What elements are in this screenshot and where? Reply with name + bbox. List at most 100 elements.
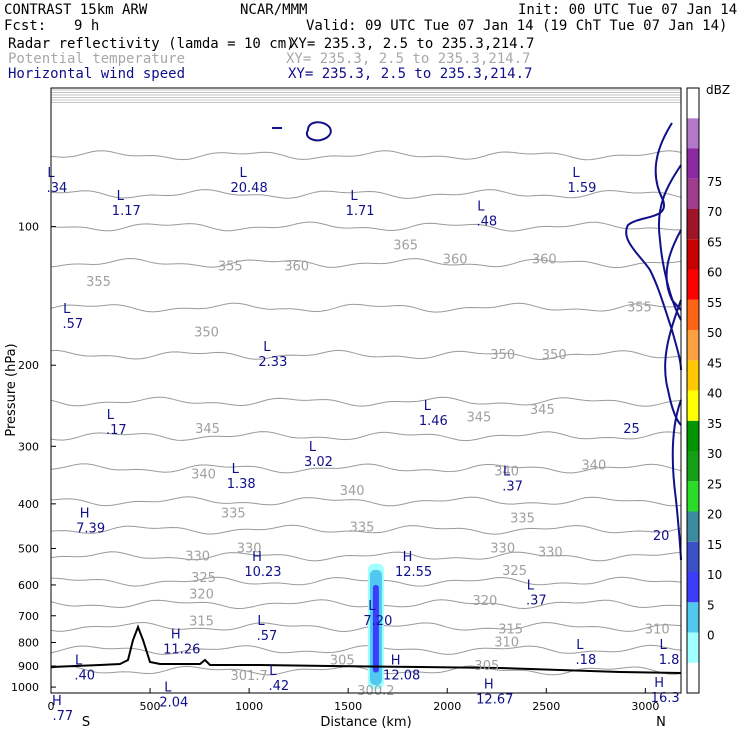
colorbar-label: 35 — [707, 417, 722, 431]
extremum-value: .37 — [526, 593, 547, 608]
colorbar-swatch — [687, 299, 699, 330]
extremum-type: L — [164, 681, 172, 696]
y-tick-label: 100 — [18, 221, 39, 234]
colorbar-frame — [686, 87, 700, 694]
extremum-value: 1.17 — [112, 204, 141, 219]
extremum-type: L — [269, 664, 277, 679]
extremum-type: H — [52, 694, 62, 709]
wind-contour — [671, 399, 682, 561]
theta-contour — [50, 302, 682, 313]
extremum-type: H — [252, 550, 262, 565]
y-tick-label: 500 — [18, 542, 39, 555]
theta-contour — [50, 621, 682, 633]
theta-label: 301.7 — [231, 669, 268, 684]
theta-label: 300.2 — [357, 684, 394, 699]
theta-label: 320 — [472, 594, 497, 609]
extremum-value: 1.59 — [567, 181, 596, 196]
colorbar-swatch — [687, 481, 699, 512]
colorbar-swatch — [687, 420, 699, 451]
theta-label: 310 — [494, 635, 519, 650]
theta-contour — [50, 189, 682, 199]
extremum-type: L — [368, 599, 376, 614]
center-name: NCAR/MMM — [240, 2, 308, 18]
theta-label: 350 — [542, 348, 567, 363]
colorbar-swatch — [687, 360, 699, 391]
theta-contour — [50, 221, 682, 232]
extremum-value: 11.26 — [163, 643, 200, 658]
extremum-value: .57 — [62, 317, 83, 332]
extremum-value: .77 — [53, 709, 74, 724]
extremum-type: L — [503, 465, 511, 480]
extremum-value: .42 — [268, 679, 289, 694]
extremum-value: 12.67 — [476, 693, 513, 708]
extremum-type: L — [239, 166, 247, 181]
terrain-profile — [50, 624, 682, 674]
extremum-value: .48 — [477, 215, 498, 230]
extremum-type: L — [309, 440, 317, 455]
extremum-type: L — [75, 654, 83, 669]
theta-label: 365 — [393, 239, 418, 254]
colorbar-swatch — [687, 269, 699, 300]
theta-label: 340 — [494, 464, 519, 479]
field-wind-xy: XY= 235.3, 2.5 to 235.3,214.7 — [288, 66, 533, 82]
theta-label: 360 — [443, 253, 468, 268]
reflectivity-column — [367, 563, 384, 690]
extremum-type: L — [117, 189, 125, 204]
reflectivity-15dbz — [372, 584, 379, 673]
theta-contour — [50, 463, 682, 474]
colorbar-label: 75 — [707, 175, 722, 189]
colorbar-label: 30 — [707, 447, 722, 461]
theta-contour — [50, 496, 682, 507]
extremum-value: 20.48 — [231, 181, 268, 196]
extremum-value: .37 — [502, 480, 523, 495]
theta-label: 315 — [189, 614, 214, 629]
wind-label: 20 — [653, 529, 670, 544]
valid-time: Valid: 09 UTC Tue 07 Jan 14 (19 ChT Tue … — [306, 18, 728, 34]
wind-contour — [665, 229, 682, 311]
theta-contour — [50, 576, 682, 587]
extremum-value: 1.46 — [419, 414, 448, 429]
theta-label: 355 — [86, 275, 111, 290]
field-wind-name: Horizontal wind speed — [8, 66, 186, 82]
theta-label: 335 — [510, 511, 535, 526]
theta-contour — [50, 524, 682, 535]
theta-label: 330 — [185, 549, 210, 564]
x-axis-left-label: S — [82, 715, 90, 730]
y-tick-label: 1000 — [11, 681, 39, 694]
colorbar-label: 70 — [707, 205, 722, 219]
extremum-value: 12.55 — [395, 565, 432, 580]
extremum-type: H — [171, 628, 181, 643]
colorbar-label: 40 — [707, 387, 722, 401]
extremum-type: L — [350, 189, 358, 204]
init-time: Init: 00 UTC Tue 07 Jan 14 — [518, 2, 738, 18]
colorbar-label: 55 — [707, 296, 722, 310]
theta-label: 345 — [195, 422, 220, 437]
y-tick-label: 700 — [18, 610, 39, 623]
colorbar-swatch — [687, 390, 699, 421]
theta-contour — [50, 257, 682, 269]
extremum-type: L — [527, 578, 535, 593]
theta-label: 330 — [237, 541, 262, 556]
theta-label: 360 — [284, 259, 309, 274]
x-tick-label: 2500 — [532, 700, 560, 713]
extremum-type: L — [659, 638, 667, 653]
y-tick-label: 600 — [18, 579, 39, 592]
theta-label: 315 — [498, 623, 523, 638]
model-title: CONTRAST 15km ARW — [4, 2, 148, 18]
extremum-value: 12.08 — [383, 669, 420, 684]
extremum-value: .34 — [47, 181, 68, 196]
colorbar-label: 65 — [707, 235, 722, 249]
forecast-label: Fcst: — [4, 18, 47, 34]
theta-label: 345 — [467, 411, 492, 426]
x-axis-label: Distance (km) — [320, 715, 411, 730]
terrain-line — [50, 624, 682, 674]
extremum-value: 3.02 — [304, 455, 333, 470]
x-tick-label: 1000 — [235, 700, 263, 713]
extremum-value: .17 — [106, 423, 127, 438]
theta-contour — [50, 599, 682, 610]
x-tick-label: 500 — [140, 700, 161, 713]
extremum-type: L — [257, 614, 265, 629]
extremum-type: L — [63, 302, 71, 317]
extremum-value: 10.23 — [244, 565, 281, 580]
